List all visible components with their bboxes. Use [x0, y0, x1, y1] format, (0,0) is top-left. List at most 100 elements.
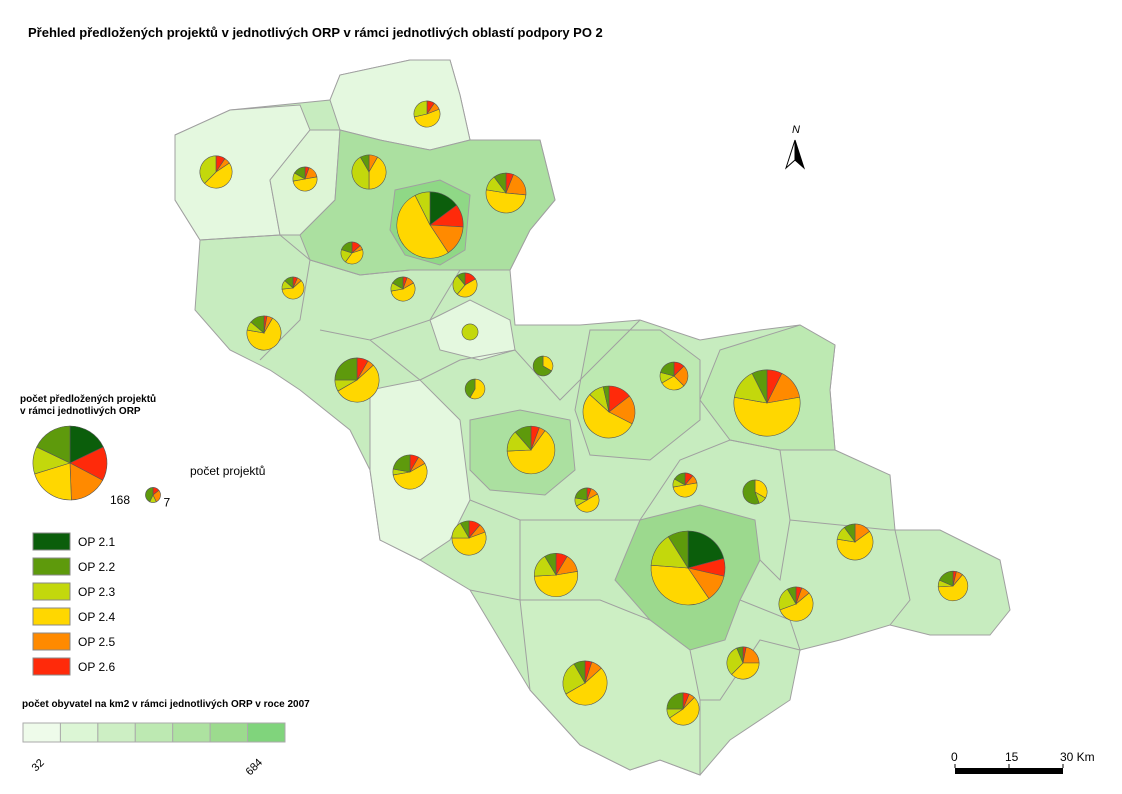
pie-slice: [469, 378, 486, 400]
pie-slice: [533, 571, 579, 598]
pie-slice: [294, 166, 306, 180]
scale-bar: [955, 768, 1063, 774]
pie-slice: [602, 385, 610, 413]
pie-slice: [69, 425, 104, 464]
pie-slice: [582, 394, 633, 439]
scale-label: 15: [1005, 750, 1019, 764]
pie-slice: [413, 100, 428, 118]
north-label: N: [792, 124, 800, 136]
pie-slice: [660, 361, 675, 377]
density-swatch: [22, 722, 61, 743]
pie-slice: [390, 282, 416, 302]
pie-slice: [292, 176, 318, 192]
pie-slice: [368, 156, 387, 190]
pie-slice: [666, 692, 684, 710]
pie-slice: [726, 647, 744, 675]
pie-slice: [506, 430, 556, 475]
orp-boundary: [369, 319, 641, 401]
pie-slice: [199, 155, 217, 184]
orp-boundary: [700, 599, 801, 701]
density-swatch: [59, 722, 99, 743]
pie-slice: [787, 586, 797, 606]
legend-label: OP 2.2: [78, 560, 115, 574]
pie-slice: [493, 172, 507, 194]
pie-slice: [687, 530, 725, 569]
pie-slice: [736, 646, 744, 664]
density-swatch: [172, 722, 211, 743]
pie-slice: [544, 552, 557, 577]
density-min: 32: [30, 757, 47, 774]
pie-slice: [460, 520, 470, 540]
legend-label: OP 2.5: [78, 635, 115, 649]
pie-slice: [414, 191, 431, 226]
legend-swatch: [32, 557, 71, 576]
legend-count-label: počet projektů: [190, 464, 265, 478]
pie-slice: [451, 531, 487, 556]
pie-slice: [669, 697, 700, 726]
legend-swatch: [32, 582, 71, 601]
pie-slice: [334, 357, 358, 381]
legend-swatch: [32, 532, 71, 551]
pie-slice: [661, 375, 685, 391]
pie-slice: [672, 482, 698, 498]
pie-slice: [250, 315, 265, 334]
pie-slice: [341, 241, 353, 254]
pie-slice: [456, 272, 466, 286]
pie-slice: [532, 355, 552, 377]
pie-slice: [650, 564, 710, 606]
map-title: Přehled předložených projektů v jednotli…: [28, 25, 603, 40]
orp-boundary: [469, 520, 521, 601]
pie-slice: [667, 530, 689, 570]
pie-slice: [396, 194, 449, 259]
pie-slice: [576, 493, 600, 513]
pie-slice: [464, 378, 476, 398]
pie-slice: [562, 663, 586, 695]
pie-slice: [281, 280, 305, 300]
legend-title: v rámci jednotlivých ORP: [20, 406, 141, 417]
pie-slice: [779, 592, 814, 622]
pie-slice: [733, 396, 801, 437]
pie-slice: [36, 425, 71, 464]
pie-slice: [246, 317, 282, 351]
pie-slice: [392, 276, 404, 290]
pie-slice: [514, 425, 532, 451]
pie-slice: [337, 364, 380, 403]
pie-slice: [751, 369, 768, 404]
density-swatch: [209, 722, 249, 743]
density-swatch: [134, 722, 174, 743]
legend-swatch: [32, 607, 71, 626]
pie-slice: [573, 660, 586, 685]
pie-slice: [284, 276, 294, 289]
pie-slice: [836, 530, 874, 561]
pie-slice: [574, 487, 588, 501]
pie-slice: [742, 479, 760, 505]
pie-slice: [461, 323, 479, 341]
pie-slice: [392, 463, 428, 490]
legend-label: OP 2.6: [78, 660, 115, 674]
legend-label: OP 2.3: [78, 585, 115, 599]
pie-slice: [360, 154, 370, 174]
pie-slice: [937, 574, 969, 602]
pie-slice: [413, 108, 441, 128]
pie-slice: [485, 189, 527, 214]
legend-swatch: [32, 657, 71, 676]
pie-slice: [938, 570, 954, 587]
pie-slice: [674, 472, 686, 486]
density-swatch: [247, 722, 286, 743]
pie-slice: [565, 667, 608, 706]
legend-swatch: [32, 632, 71, 651]
pie-slice: [34, 462, 72, 501]
pie-slice: [145, 487, 154, 503]
scale-label: 30 Km: [1060, 750, 1095, 764]
pie-slice: [843, 523, 856, 543]
pie-slice: [392, 454, 411, 473]
pie-size-label: 168: [110, 493, 130, 507]
orp-boundary: [469, 439, 791, 582]
legend-label: OP 2.4: [78, 610, 115, 624]
density-title: počet obyvatel na km2 v rámci jednotlivý…: [22, 699, 310, 710]
north-arrow: N: [784, 124, 806, 170]
pie-slice: [345, 249, 364, 265]
region-orp: [519, 599, 701, 776]
pie-slice: [731, 662, 760, 680]
